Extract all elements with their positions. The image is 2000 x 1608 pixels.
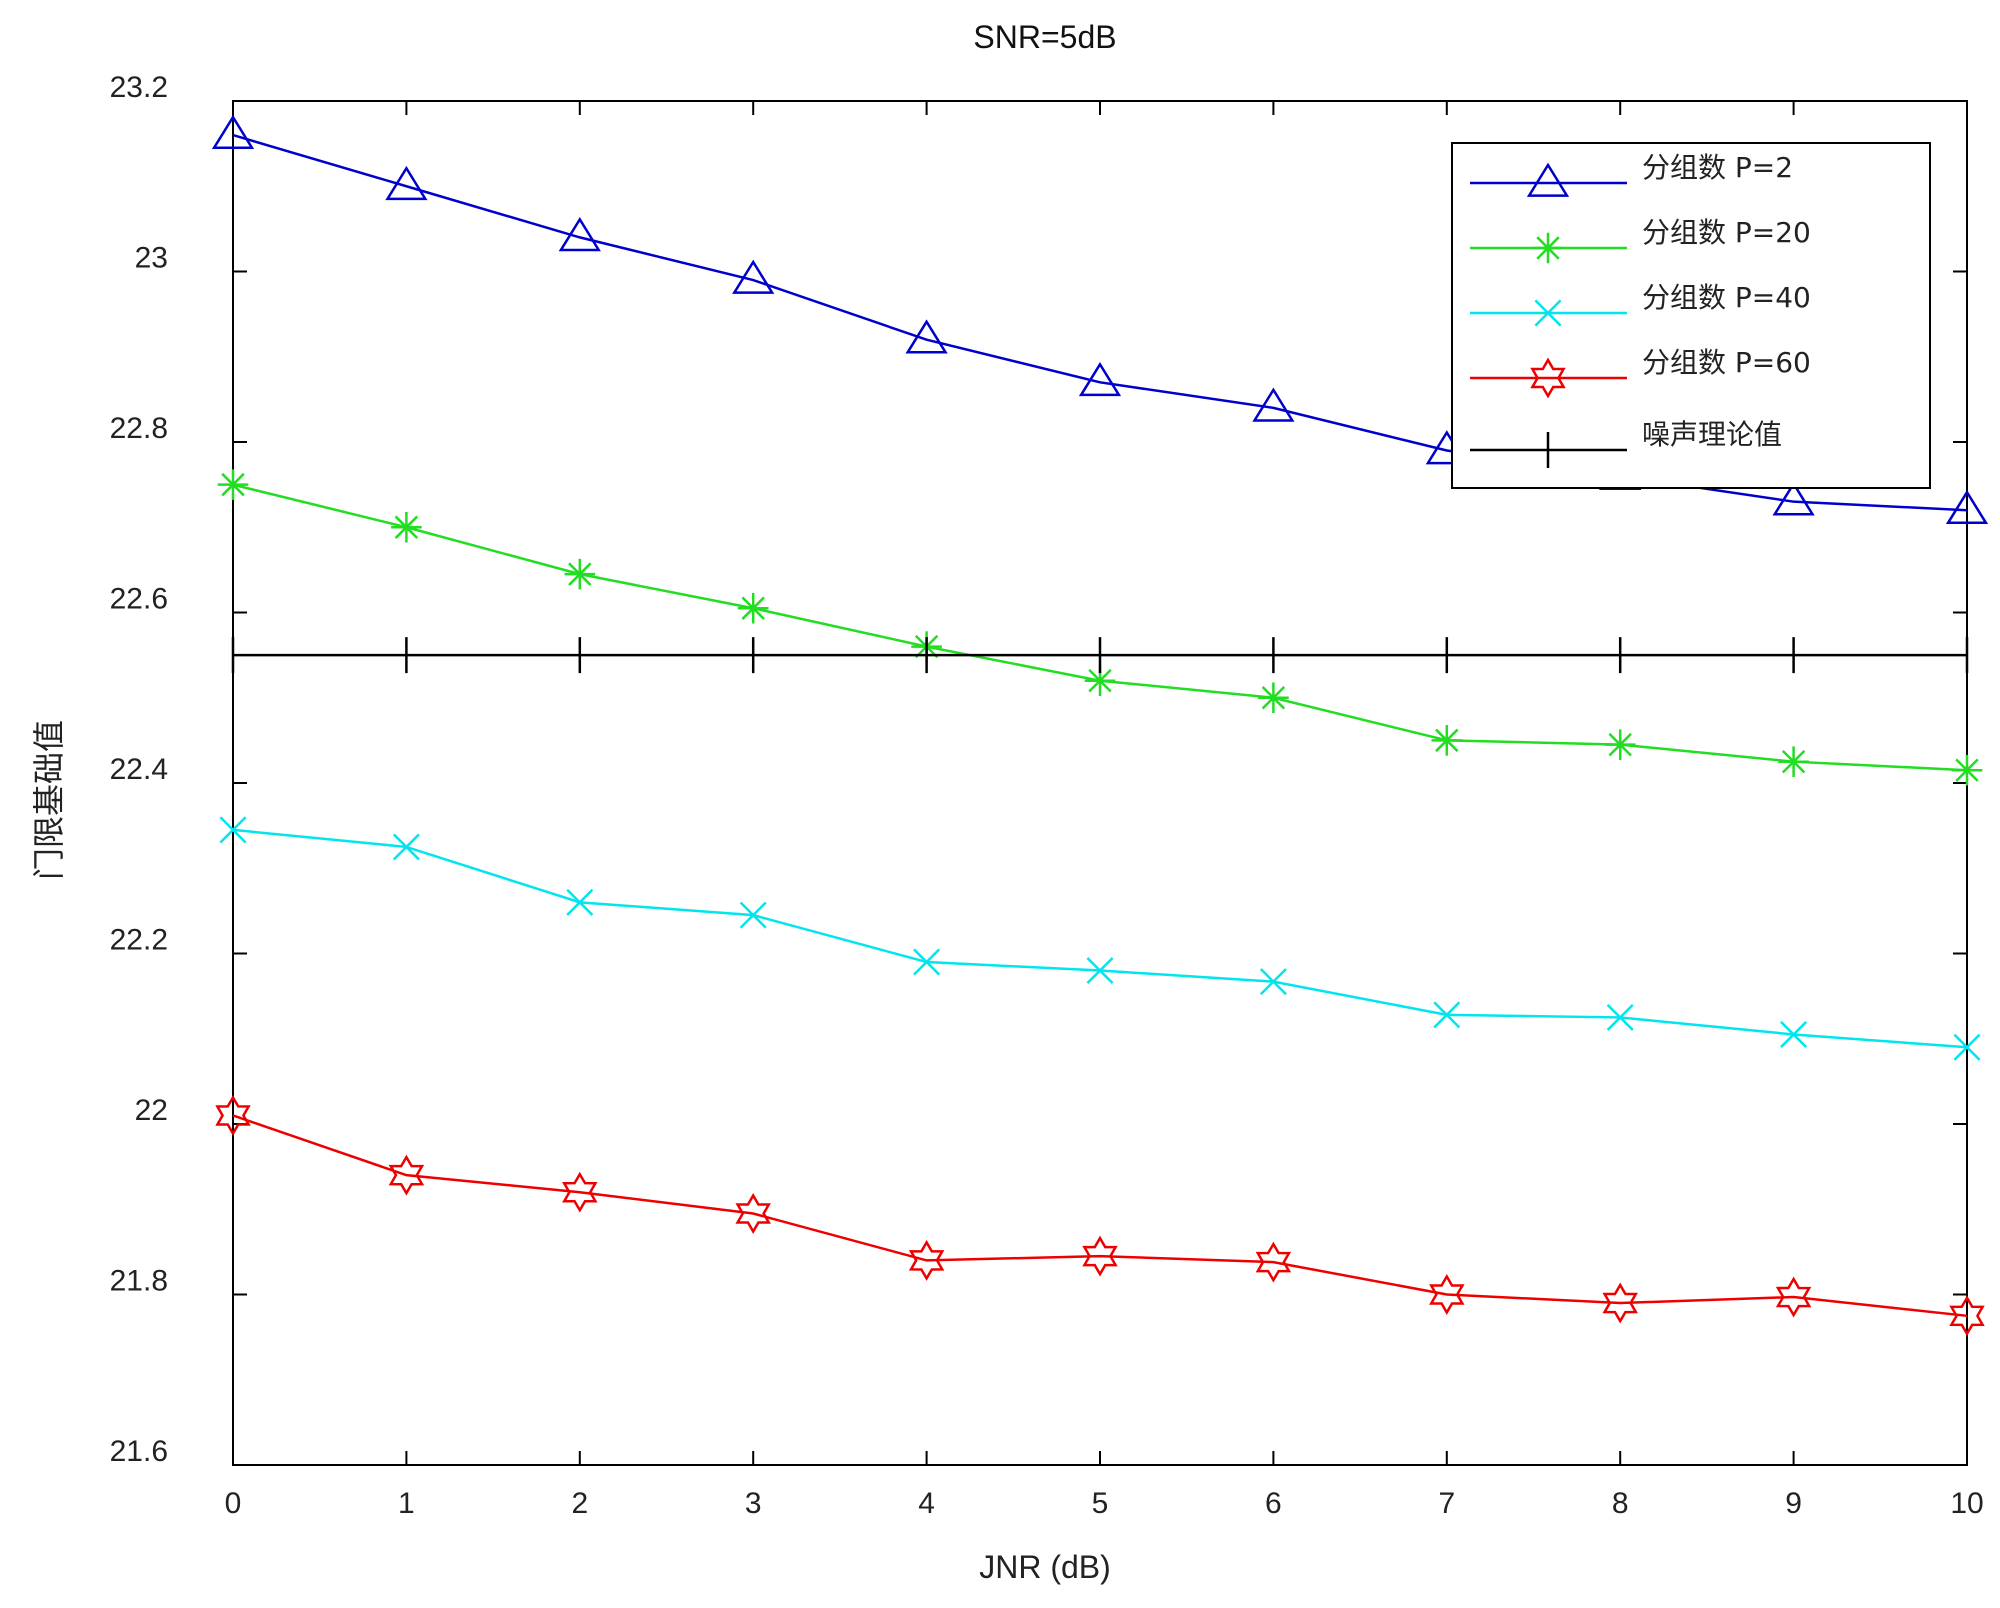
x-tick-label: 0 [225,1487,242,1520]
x-tick-label: 10 [1950,1487,1983,1520]
x-tick-label: 4 [918,1487,935,1520]
legend-marker [1526,162,1570,197]
data-point [1082,1235,1118,1277]
data-point [385,165,428,201]
y-tick-label: 21.6 [110,1435,168,1468]
data-point [564,558,596,590]
y-tick-label: 22.4 [110,753,168,786]
x-axis-ticks: 0 1 2 3 4 5 6 7 8 9 10 [225,101,1984,1520]
x-tick-label: 3 [745,1487,762,1520]
data-point [1953,1033,1981,1061]
data-point [1778,746,1809,777]
y-tick-label: 22 [135,1094,168,1127]
series-line [232,483,1968,772]
legend-marker [1534,299,1562,327]
legend-label: 分组数 P=20 [1642,216,1811,249]
data-point [1086,957,1114,985]
legend-label: 分组数 P=40 [1642,281,1811,314]
data-point [219,816,247,844]
data-point [735,1193,771,1234]
series-3 [215,1094,1985,1337]
y-tick-label: 22.6 [110,583,168,616]
legend-box [1451,142,1931,489]
series-2 [219,816,1981,1061]
data-point [739,901,767,929]
data-point [732,259,775,294]
data-point [1775,1276,1812,1318]
series-1 [217,469,1983,786]
data-point [211,114,255,149]
data-point [566,888,594,916]
x-axis-label: JNR (dB) [979,1549,1111,1585]
data-point [1429,1274,1465,1315]
data-point [388,1154,425,1196]
data-point [1772,481,1815,516]
x-tick-label: 6 [1265,1487,1282,1520]
x-tick-label: 8 [1612,1487,1629,1520]
x-tick-label: 1 [398,1487,415,1520]
data-point [1258,682,1289,714]
x-tick-label: 9 [1785,1487,1802,1520]
data-point [1604,729,1636,760]
data-point [737,592,769,624]
x-tick-label: 2 [571,1487,588,1520]
chart-title: SNR=5dB [973,19,1116,55]
data-point [215,1094,251,1136]
data-point [391,511,422,543]
y-tick-label: 23 [135,242,168,275]
data-point [217,469,249,500]
x-tick-label: 5 [1092,1487,1109,1520]
series-line [232,828,1968,1049]
data-point [1602,1282,1638,1324]
x-tick-label: 7 [1438,1487,1455,1520]
legend-marker [1532,232,1564,264]
data-point [1078,361,1122,397]
data-point [392,833,420,861]
legend-label: 噪声理论值 [1642,418,1782,451]
legend-label: 分组数 P=2 [1642,151,1793,184]
series-line [232,1114,1968,1318]
data-point [1780,1021,1808,1048]
data-point [913,948,941,976]
y-tick-label: 21.8 [110,1265,168,1298]
legend: 分组数 P=2 分组数 P=20 分组数 P=40 分组数 P=60 噪声理论值 [1451,142,1931,489]
data-point [1431,725,1463,756]
data-point [1945,489,1989,525]
data-point [558,217,601,252]
data-point [1433,1001,1461,1029]
y-axis-label: 门限基础值 [31,720,67,880]
data-point [905,319,948,354]
series-4 [231,637,1969,674]
data-point [1949,1295,1985,1337]
legend-label: 分组数 P=60 [1642,346,1811,379]
y-tick-label: 22.8 [110,412,168,445]
legend-marker [1530,357,1566,399]
data-point [908,1239,945,1281]
data-point [1951,754,1983,786]
y-axis-ticks: 21.6 21.8 22 22.2 22.4 22.6 22.8 23 23.2 [110,71,1967,1468]
data-point [1255,1241,1292,1283]
y-tick-label: 23.2 [110,71,168,104]
data-point [1259,968,1287,996]
y-tick-label: 22.2 [110,924,168,957]
data-point [1606,1003,1634,1031]
data-point [1252,387,1295,422]
data-point [562,1171,598,1213]
